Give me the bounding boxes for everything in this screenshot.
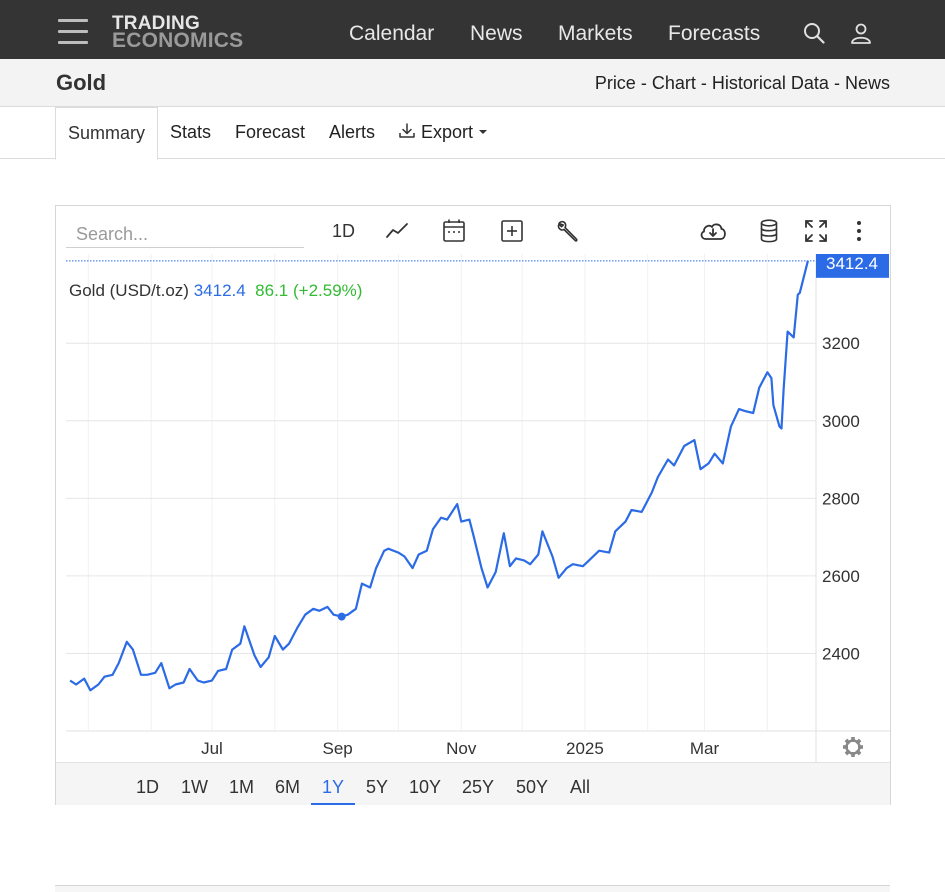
range-1w[interactable]: 1W [181, 777, 208, 797]
breadcrumb-separator: - [833, 73, 840, 93]
y-tick-label: 3200 [822, 334, 860, 353]
download-icon [399, 123, 415, 138]
tab-forecast[interactable]: Forecast [235, 122, 306, 142]
breadcrumb-news[interactable]: News [844, 73, 890, 93]
page-header: Gold Price - Chart - Historical Data - N… [0, 59, 945, 107]
x-tick-label: Jul [201, 739, 223, 758]
breadcrumb-chart[interactable]: Chart [651, 73, 696, 93]
legend-price: 3412.4 [193, 281, 246, 300]
logo[interactable]: TRADING ECONOMICS [112, 13, 244, 52]
x-tick-label: Mar [690, 739, 720, 758]
next-section-edge [55, 885, 890, 892]
logo-line-2: ECONOMICS [112, 29, 244, 52]
range-5y[interactable]: 5Y [366, 777, 389, 797]
tab-stats[interactable]: Stats [170, 122, 212, 142]
breadcrumb: Price - Chart - Historical Data - News [595, 73, 890, 94]
range-1m[interactable]: 1M [229, 777, 255, 797]
legend-change-pct: (+2.59%) [293, 281, 363, 300]
x-tick-label: Nov [446, 739, 477, 758]
interval-button[interactable]: 1D [332, 221, 356, 241]
range-selector: 1D 1W 1M 6M 1Y 5Y 10Y 25Y 50Y All [56, 762, 890, 805]
settings-icon[interactable] [843, 737, 863, 757]
y-tick-label: 3000 [822, 412, 860, 431]
cloud-download-icon[interactable] [698, 218, 728, 244]
tab-bar: Summary Stats Forecast Alerts Export [0, 107, 945, 160]
nav-link-calendar[interactable]: Calendar [349, 22, 435, 45]
logo-line-1: TRADING [112, 13, 200, 34]
page-title: Gold [56, 70, 107, 95]
chart-card: 1D 2400 2600 2800 3000 3200 Jul Sep Nov 2025 Mar 3… [55, 205, 891, 805]
y-tick-label: 2800 [822, 489, 860, 508]
more-options-icon[interactable] [846, 218, 872, 244]
line-chart-icon[interactable] [385, 218, 411, 244]
nav-link-news[interactable]: News [470, 22, 523, 45]
y-tick-label: 2600 [822, 567, 860, 586]
last-value-label: 3412.4 [826, 254, 878, 273]
gold-price-chart[interactable]: 2400 2600 2800 3000 3200 Jul Sep Nov 2025 Mar 3412… [56, 254, 890, 762]
export-label: Export [421, 122, 474, 142]
range-6m[interactable]: 6M [275, 777, 301, 797]
caret-down-icon [479, 130, 488, 134]
add-indicator-icon[interactable] [499, 218, 525, 244]
nav-link-forecasts[interactable]: Forecasts [668, 22, 761, 45]
wrench-icon[interactable] [555, 218, 581, 244]
range-1y[interactable]: 1Y [322, 777, 345, 797]
breadcrumb-separator: - [700, 73, 707, 93]
x-tick-label: 2025 [566, 739, 604, 758]
legend-series-name: Gold (USD/t.oz) [69, 281, 189, 300]
symbol-search-input[interactable] [66, 222, 304, 248]
range-50y[interactable]: 50Y [516, 777, 549, 797]
export-dropdown[interactable]: Export [398, 107, 488, 158]
breadcrumb-separator: - [640, 73, 647, 93]
last-value-tag [816, 254, 889, 278]
tab-summary[interactable]: Summary [55, 107, 158, 160]
tab-alerts[interactable]: Alerts [329, 122, 376, 142]
active-range-indicator [311, 803, 355, 805]
breadcrumb-price[interactable]: Price [594, 73, 636, 93]
search-icon[interactable] [803, 22, 825, 44]
range-10y[interactable]: 10Y [409, 777, 442, 797]
x-tick-label: Sep [322, 739, 352, 758]
legend-change: 86.1 [255, 281, 289, 300]
event-marker [337, 612, 346, 621]
breadcrumb-historical-data[interactable]: Historical Data [711, 73, 829, 93]
nav-link-markets[interactable]: Markets [558, 22, 633, 45]
calendar-icon[interactable] [441, 218, 467, 244]
fullscreen-icon[interactable] [803, 218, 829, 244]
range-all[interactable]: All [570, 777, 591, 797]
range-25y[interactable]: 25Y [462, 777, 495, 797]
range-1d[interactable]: 1D [136, 777, 160, 797]
user-icon[interactable] [850, 22, 872, 44]
database-icon[interactable] [756, 218, 782, 244]
y-tick-label: 2400 [822, 644, 860, 663]
menu-icon[interactable] [58, 19, 88, 45]
chart-legend: Gold (USD/t.oz) 3412.4 86.1 (+2.59%) [69, 281, 362, 301]
top-navigation-bar: TRADING ECONOMICS Calendar News Markets … [0, 0, 945, 59]
series-line-gold [69, 260, 809, 692]
